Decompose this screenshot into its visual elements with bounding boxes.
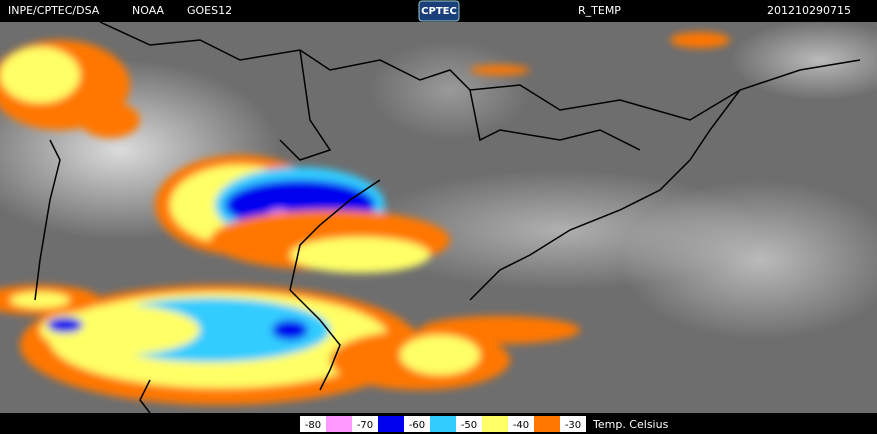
logo-box (418, 0, 460, 22)
borders (34, 21, 861, 414)
product: R_TEMP (578, 4, 621, 17)
cloud-blob (272, 320, 308, 340)
legend-swatch (430, 416, 456, 432)
logo-text: CPTEC (421, 6, 457, 17)
legend-tick-box (300, 416, 326, 432)
legend-tick-label: -40 (513, 420, 529, 431)
legend-unit: Temp. Celsius (592, 418, 669, 431)
legend-swatch (482, 416, 508, 432)
cloud-blob (420, 316, 580, 344)
legend-swatch (534, 416, 560, 432)
cloud-blob (80, 102, 140, 138)
timestamp: 201210290715 (767, 4, 851, 17)
legend-tick-box (456, 416, 482, 432)
legend-tick-box (352, 416, 378, 432)
operator: NOAA (132, 4, 165, 17)
legend-swatch (378, 416, 404, 432)
legend: -80 -70 -60 -50 -40 -30 Temp. Celsius (300, 416, 669, 432)
cloud-blob (47, 317, 83, 333)
cloud-blob (40, 305, 200, 355)
cloud-blob (0, 47, 80, 103)
legend-tick-label: -80 (305, 420, 321, 431)
cloud-blob (670, 32, 730, 48)
legend-tick-label: -50 (461, 420, 477, 431)
legend-tick-label: -60 (409, 420, 425, 431)
cloud-blob (290, 237, 430, 273)
legend-tick-label: -70 (357, 420, 373, 431)
legend-swatch (326, 416, 352, 432)
cloud-blob (400, 335, 480, 375)
satellite: GOES12 (187, 4, 232, 17)
legend-tick-box (404, 416, 430, 432)
logo: CPTEC (418, 0, 460, 22)
cold-cloud-tops (0, 32, 730, 405)
cloud-blob (10, 292, 70, 308)
legend-tick-box (560, 416, 586, 432)
legend-tick-box (508, 416, 534, 432)
cloud-blob (470, 65, 530, 75)
agency: INPE/CPTEC/DSA (8, 4, 100, 17)
legend-tick-label: -30 (565, 420, 581, 431)
